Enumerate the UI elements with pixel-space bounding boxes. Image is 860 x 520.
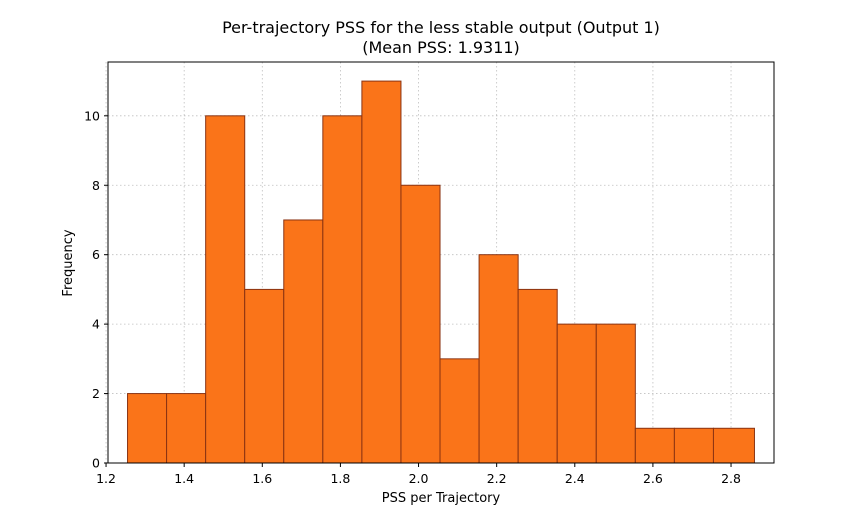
x-tick-label: 1.2 bbox=[96, 471, 116, 486]
x-tick-label: 1.6 bbox=[252, 471, 272, 486]
histogram-bar bbox=[127, 393, 168, 464]
histogram-bar bbox=[400, 184, 441, 464]
histogram-bar bbox=[244, 288, 285, 464]
x-tick-label: 2.2 bbox=[487, 471, 507, 486]
histogram-bar bbox=[673, 427, 714, 464]
histogram-bar bbox=[556, 323, 597, 464]
x-axis: 1.2 1.4 1.6 1.8 2.0 2.2 2.4 2.6 2.8 bbox=[96, 463, 741, 486]
histogram-bar bbox=[361, 80, 402, 464]
x-tick-label: 2.0 bbox=[409, 471, 429, 486]
chart-subtitle: (Mean PSS: 1.9311) bbox=[362, 38, 520, 57]
x-tick-label: 2.6 bbox=[643, 471, 663, 486]
y-tick-label: 2 bbox=[92, 386, 100, 401]
x-tick-label: 2.4 bbox=[565, 471, 585, 486]
histogram-bar bbox=[439, 358, 480, 464]
y-tick-label: 0 bbox=[92, 456, 100, 471]
x-axis-label: PSS per Trajectory bbox=[382, 491, 501, 506]
y-tick-label: 4 bbox=[92, 317, 100, 332]
histogram-bar bbox=[205, 115, 246, 464]
y-axis: 0 2 4 6 8 10 bbox=[84, 108, 108, 471]
histogram-bar bbox=[712, 427, 755, 464]
plot-frame bbox=[107, 61, 775, 464]
histogram-bar bbox=[322, 115, 363, 464]
histogram-bar bbox=[283, 219, 324, 464]
histogram-bar bbox=[517, 288, 558, 464]
y-axis-label: Frequency bbox=[61, 229, 76, 296]
y-tick-label: 8 bbox=[92, 178, 100, 193]
chart-title: Per-trajectory PSS for the less stable o… bbox=[222, 18, 660, 37]
x-tick-label: 1.8 bbox=[330, 471, 350, 486]
y-tick-label: 10 bbox=[84, 108, 100, 123]
histogram-bars bbox=[127, 80, 755, 464]
x-tick-label: 2.8 bbox=[721, 471, 741, 486]
histogram-bar bbox=[478, 254, 519, 464]
histogram-bar bbox=[634, 427, 675, 464]
x-tick-label: 1.4 bbox=[174, 471, 194, 486]
y-tick-label: 6 bbox=[92, 247, 100, 262]
histogram-bar bbox=[595, 323, 636, 464]
histogram-bar bbox=[166, 393, 207, 464]
